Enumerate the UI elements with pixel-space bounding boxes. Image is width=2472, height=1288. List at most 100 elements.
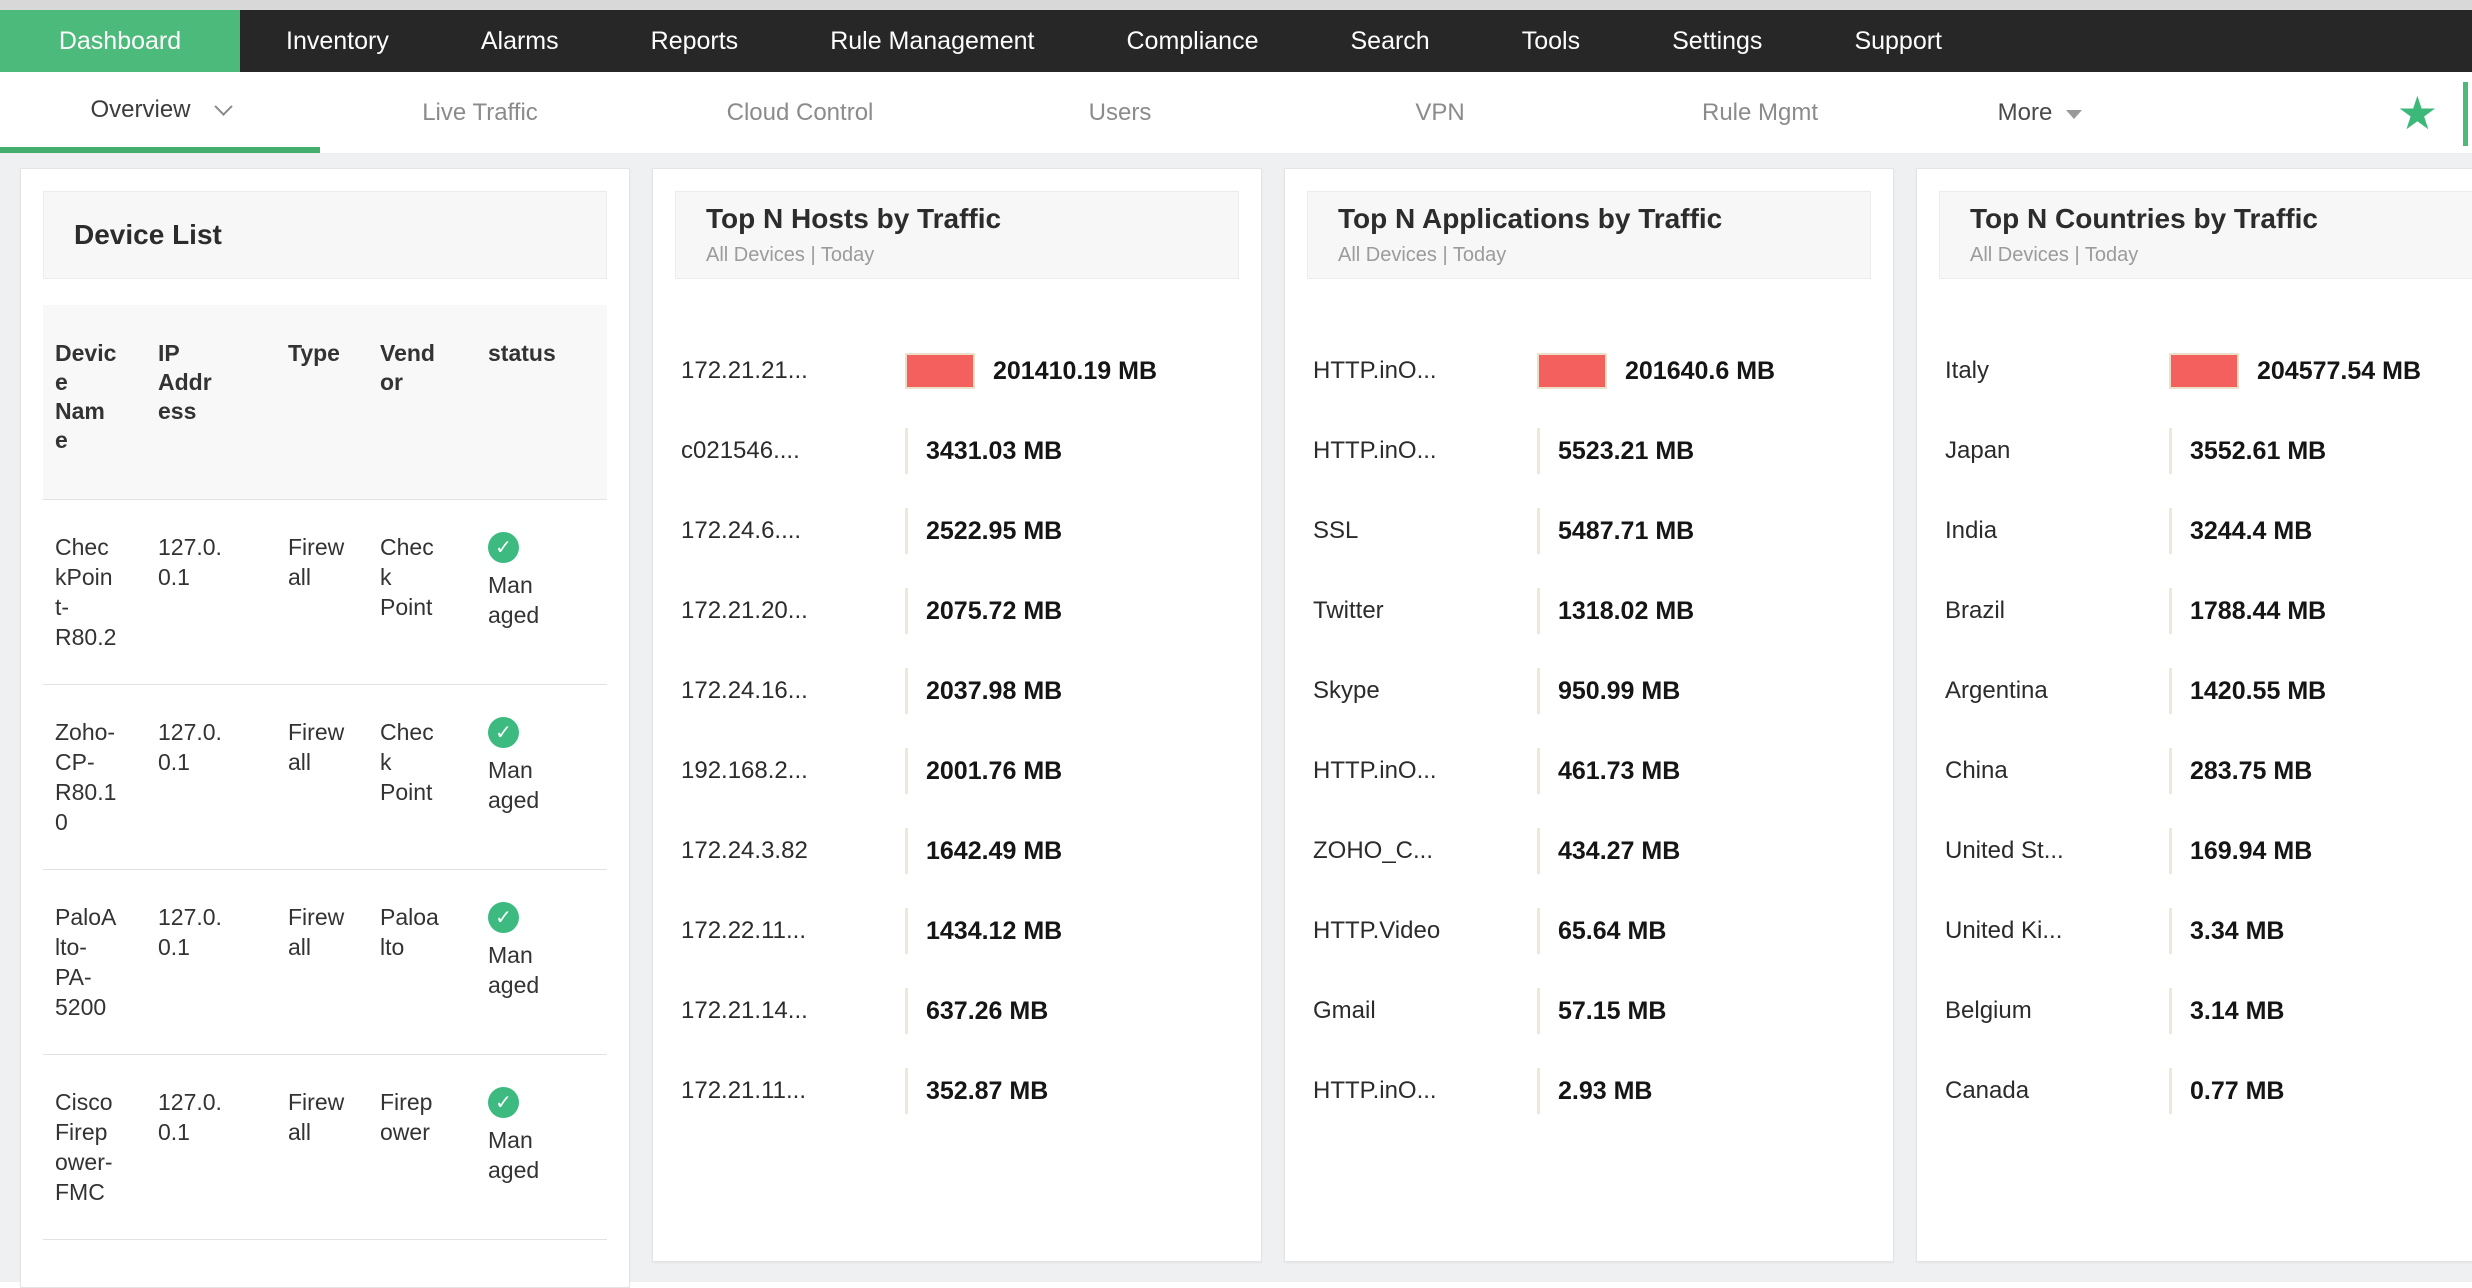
nav-tab-dashboard[interactable]: Dashboard [0, 10, 240, 72]
nav-tab-compliance[interactable]: Compliance [1126, 26, 1259, 55]
application-row[interactable]: HTTP.inO... 201640.6 MB [1285, 331, 1893, 411]
traffic-bar [905, 588, 908, 634]
country-row-label: Canada [1945, 1077, 2030, 1104]
host-row[interactable]: c021546.... 3431.03 MB [653, 411, 1261, 491]
host-row[interactable]: 172.21.11... 352.87 MB [653, 1051, 1261, 1131]
type-cell: Firewall [288, 1089, 345, 1145]
country-row[interactable]: Argentina 1420.55 MB [1917, 651, 2472, 731]
application-row[interactable]: HTTP.inO... 2.93 MB [1285, 1051, 1893, 1131]
column-header-device-name[interactable]: Device Name [43, 305, 146, 500]
nav-tab-tools[interactable]: Tools [1521, 26, 1581, 55]
country-row[interactable]: China 283.75 MB [1917, 731, 2472, 811]
application-row[interactable]: Skype 950.99 MB [1285, 651, 1893, 731]
traffic-bar [905, 988, 908, 1034]
traffic-bar [905, 828, 908, 874]
host-row[interactable]: 172.24.3.82 1642.49 MB [653, 811, 1261, 891]
application-row[interactable]: Twitter 1318.02 MB [1285, 571, 1893, 651]
traffic-bar [1537, 353, 1607, 389]
application-row-value: 57.15 MB [1558, 996, 1667, 1025]
table-row[interactable]: CheckPoint-R80.2 127.0.0.1 Firewall Check P… [43, 499, 607, 685]
nav-tab-reports[interactable]: Reports [650, 26, 739, 55]
column-header-status[interactable]: status [476, 305, 607, 500]
scrollbar-thumb[interactable] [2463, 82, 2468, 146]
nav-tab-inventory[interactable]: Inventory [286, 26, 389, 55]
countries-traffic-list: Italy 204577.54 MB Japan 3552.61 MB India 324… [1917, 331, 2472, 1131]
status-cell: ✓ Managed [476, 685, 607, 870]
application-row[interactable]: SSL 5487.71 MB [1285, 491, 1893, 571]
application-row[interactable]: HTTP.inO... 461.73 MB [1285, 731, 1893, 811]
traffic-bar [1537, 588, 1540, 634]
sub-nav-tab-more[interactable]: More [1920, 72, 2160, 153]
host-row-label: c021546.... [681, 437, 800, 464]
sub-nav-label: More [1997, 98, 2053, 126]
country-row[interactable]: Belgium 3.14 MB [1917, 971, 2472, 1051]
sub-nav-tab-rule-mgmt[interactable]: Rule Mgmt [1600, 72, 1920, 153]
traffic-bar [905, 508, 908, 554]
host-row-label: 172.21.14... [681, 997, 808, 1024]
table-row[interactable]: PaloAlto-PA-5200 127.0.0.1 Firewall Paloalt… [43, 869, 607, 1055]
sub-nav-label: Overview [90, 95, 191, 123]
top-applications-panel-header: Top N Applications by Traffic All Device… [1307, 191, 1871, 279]
nav-tab-rule-management[interactable]: Rule Management [830, 26, 1035, 55]
ip-address-cell: 127.0.0.1 [158, 1089, 222, 1145]
application-row-label: Gmail [1313, 997, 1376, 1024]
top-countries-panel: Top N Countries by Traffic All Devices |… [1916, 168, 2472, 1262]
check-circle-icon: ✓ [488, 717, 519, 748]
country-row-value: 3552.61 MB [2190, 436, 2327, 465]
traffic-bar [2169, 353, 2239, 389]
sub-nav-tab-users[interactable]: Users [960, 72, 1280, 153]
column-header-ip-address[interactable]: IP Address [146, 305, 276, 500]
country-row[interactable]: United Ki... 3.34 MB [1917, 891, 2472, 971]
sub-nav-tab-cloud-control[interactable]: Cloud Control [640, 72, 960, 153]
host-row[interactable]: 172.21.21... 201410.19 MB [653, 331, 1261, 411]
country-row[interactable]: Japan 3552.61 MB [1917, 411, 2472, 491]
host-row-value: 2037.98 MB [926, 676, 1063, 705]
table-row[interactable]: Cisco Firepower-FMC 127.0.0.1 Firewall Fire… [43, 1054, 607, 1240]
application-row-label: HTTP.inO... [1313, 1077, 1437, 1104]
host-row[interactable]: 172.21.20... 2075.72 MB [653, 571, 1261, 651]
traffic-bar [2169, 1068, 2172, 1114]
status-badge: ✓ Managed [488, 717, 595, 815]
nav-tab-alarms[interactable]: Alarms [480, 26, 559, 55]
nav-tab-settings[interactable]: Settings [1672, 26, 1763, 55]
host-row[interactable]: 192.168.2... 2001.76 MB [653, 731, 1261, 811]
application-row-label: HTTP.inO... [1313, 757, 1437, 784]
type-cell: Firewall [288, 534, 345, 590]
country-row-label: Japan [1945, 437, 2011, 464]
country-row[interactable]: Canada 0.77 MB [1917, 1051, 2472, 1131]
country-row[interactable]: Italy 204577.54 MB [1917, 331, 2472, 411]
device-name-cell: CheckPoint-R80.2 [55, 534, 117, 650]
host-row[interactable]: 172.21.14... 637.26 MB [653, 971, 1261, 1051]
host-row[interactable]: 172.24.6.... 2522.95 MB [653, 491, 1261, 571]
sub-nav-tab-live-traffic[interactable]: Live Traffic [320, 72, 640, 153]
application-row[interactable]: Gmail 57.15 MB [1285, 971, 1893, 1051]
country-row[interactable]: India 3244.4 MB [1917, 491, 2472, 571]
traffic-bar [1537, 748, 1540, 794]
country-row[interactable]: Brazil 1788.44 MB [1917, 571, 2472, 651]
column-header-type[interactable]: Type [276, 305, 368, 500]
host-row-value: 637.26 MB [926, 996, 1049, 1025]
host-row[interactable]: 172.24.16... 2037.98 MB [653, 651, 1261, 731]
sub-nav-label: Live Traffic [422, 98, 538, 126]
sub-nav-tab-overview[interactable]: Overview [0, 72, 320, 153]
application-row[interactable]: HTTP.inO... 5523.21 MB [1285, 411, 1893, 491]
device-list-panel-header: Device List [43, 191, 607, 279]
host-row-label: 172.24.16... [681, 677, 808, 704]
panel-subtitle: All Devices | Today [1970, 244, 2139, 266]
star-icon[interactable]: ★ [2396, 87, 2438, 139]
status-badge: ✓ Managed [488, 532, 595, 630]
nav-tab-support[interactable]: Support [1854, 26, 1942, 55]
device-name-cell: Cisco Firepower-FMC [55, 1089, 113, 1205]
application-row[interactable]: ZOHO_C... 434.27 MB [1285, 811, 1893, 891]
application-row-label: HTTP.inO... [1313, 437, 1437, 464]
application-row[interactable]: HTTP.Video 65.64 MB [1285, 891, 1893, 971]
column-header-vendor[interactable]: Vendor [368, 305, 476, 500]
table-row[interactable]: Zoho-CP-R80.10 127.0.0.1 Firewall Check Poi… [43, 684, 607, 870]
status-badge: ✓ Managed [488, 1087, 595, 1185]
country-row[interactable]: United St... 169.94 MB [1917, 811, 2472, 891]
sub-nav-tab-vpn[interactable]: VPN [1280, 72, 1600, 153]
host-row[interactable]: 172.22.11... 1434.12 MB [653, 891, 1261, 971]
nav-tab-search[interactable]: Search [1350, 26, 1430, 55]
country-row-label: United St... [1945, 837, 2064, 864]
traffic-bar [905, 1068, 908, 1114]
